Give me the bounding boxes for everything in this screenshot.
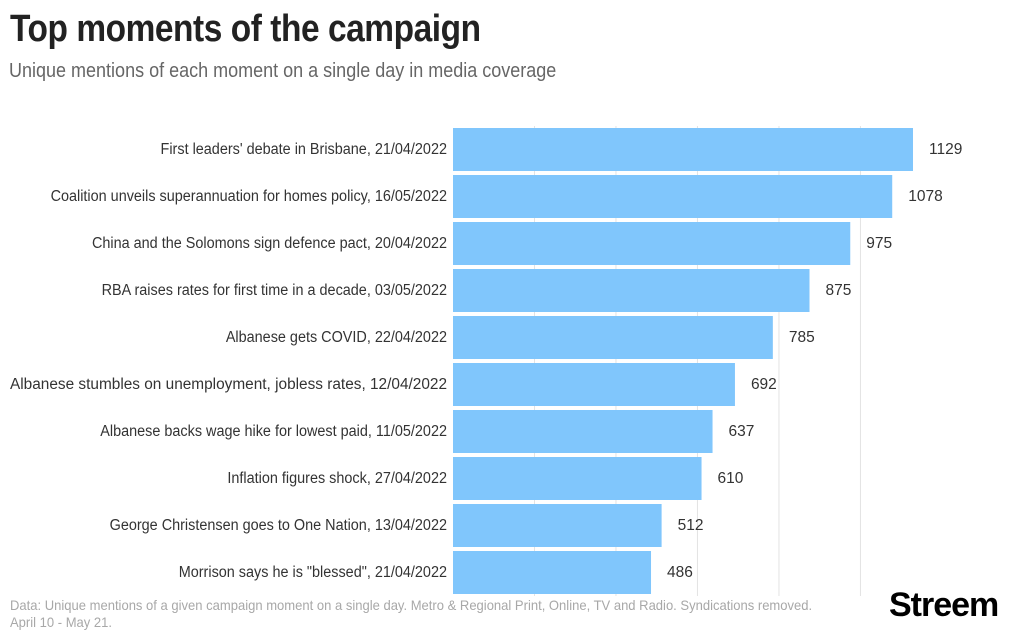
value-label-7: 610 [718,470,744,487]
bar-5 [453,363,735,406]
value-label-6: 637 [729,423,755,440]
bar-chart: First leaders' debate in Brisbane, 21/04… [10,126,962,596]
bar-2 [453,222,851,265]
bar-0 [453,128,913,171]
value-labels: 1129 1078 975 875 785 692 637 610 512 486 [667,141,962,581]
category-label-6: Albanese backs wage hike for lowest paid… [100,423,447,440]
bar-1 [453,175,893,218]
value-label-5: 692 [751,376,777,393]
value-label-3: 875 [826,282,852,299]
bar-7 [453,457,702,500]
category-label-0: First leaders' debate in Brisbane, 21/04… [161,141,447,158]
bar-3 [453,269,810,312]
value-label-0: 1129 [929,141,962,158]
value-label-8: 512 [678,517,704,534]
bars [453,128,913,594]
category-labels: First leaders' debate in Brisbane, 21/04… [10,141,447,581]
category-label-9: Morrison says he is "blessed", 21/04/202… [179,564,447,581]
category-label-1: Coalition unveils superannuation for hom… [51,188,447,205]
streem-logo: Streem [889,586,999,624]
category-label-2: China and the Solomons sign defence pact… [92,235,447,252]
chart-title: Top moments of the campaign [10,8,481,50]
value-label-9: 486 [667,564,693,581]
category-label-7: Inflation figures shock, 27/04/2022 [227,470,447,487]
category-label-4: Albanese gets COVID, 22/04/2022 [226,329,447,346]
value-label-1: 1078 [908,188,942,205]
bar-9 [453,551,652,594]
data-source-note: Data: Unique mentions of a given campaig… [10,597,813,630]
value-label-2: 975 [866,235,892,252]
chart-subtitle: Unique mentions of each moment on a sing… [9,60,557,82]
category-label-8: George Christensen goes to One Nation, 1… [110,517,447,534]
category-label-5: Albanese stumbles on unemployment, joble… [10,376,447,393]
category-label-3: RBA raises rates for first time in a dec… [102,282,447,299]
bar-4 [453,316,773,359]
bar-6 [453,410,713,453]
value-label-4: 785 [789,329,815,346]
bar-8 [453,504,662,547]
